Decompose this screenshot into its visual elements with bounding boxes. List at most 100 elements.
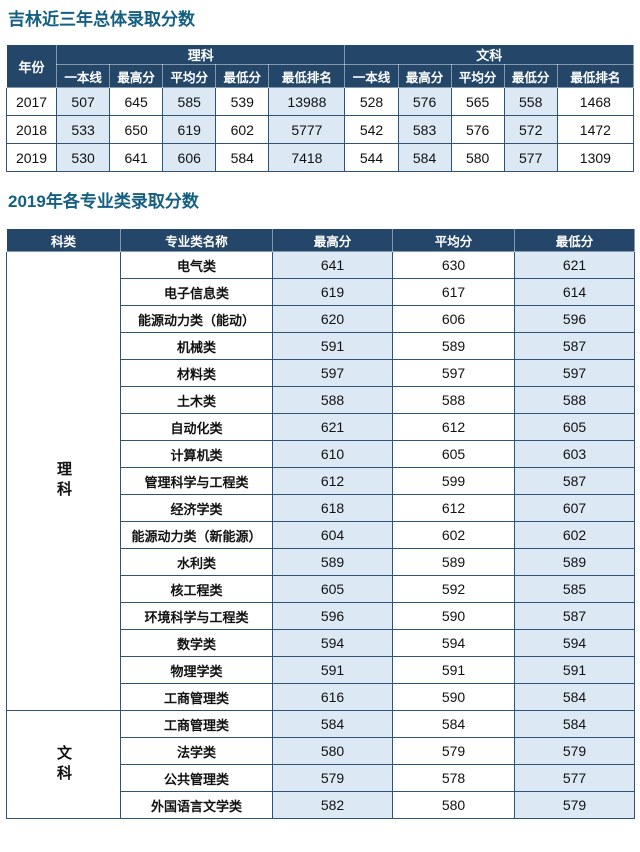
science-section-header: 理科 xyxy=(56,44,346,65)
avg-score-cell: 589 xyxy=(392,332,515,360)
min-score-cell: 621 xyxy=(514,251,635,279)
avg-score-cell: 612 xyxy=(392,494,515,522)
major-name-cell: 法学类 xyxy=(120,737,273,765)
major-name-cell: 材料类 xyxy=(120,359,273,387)
major-name-cell: 核工程类 xyxy=(120,575,273,603)
max-score-cell: 589 xyxy=(272,548,393,576)
avg-score-cell: 606 xyxy=(392,305,515,333)
avg-score-cell: 590 xyxy=(392,683,515,711)
category-label: 文科 xyxy=(55,744,72,785)
arts-section-header: 文科 xyxy=(344,44,634,65)
major-name-cell: 土木类 xyxy=(120,386,273,414)
major-name-cell: 经济学类 xyxy=(120,494,273,522)
major-name-cell: 电气类 xyxy=(120,251,273,279)
major-scores-title: 2019年各专业类录取分数 xyxy=(8,192,199,211)
major-name-cell: 自动化类 xyxy=(120,413,273,441)
score-cell: 1472 xyxy=(556,115,635,144)
avg-score-cell: 599 xyxy=(392,467,515,495)
major-name-cell: 公共管理类 xyxy=(120,764,273,792)
min-score-cell: 584 xyxy=(514,710,635,738)
max-score-cell: 604 xyxy=(272,521,393,549)
max-score-cell: 591 xyxy=(272,656,393,684)
major-table-row: 外国语言文学类 582 580 579 xyxy=(7,791,635,819)
avg-score-cell: 580 xyxy=(392,791,515,819)
max-score-cell: 621 xyxy=(272,413,393,441)
max-score-cell: 580 xyxy=(272,737,393,765)
score-cell: 583 xyxy=(397,115,452,144)
min-score-cell: 585 xyxy=(514,575,635,603)
max-score-cell: 579 xyxy=(272,764,393,792)
max-score-cell: 596 xyxy=(272,602,393,630)
overall-table-body: 2017 507 645 585 539 13988 528 576 565 558 1468 201… xyxy=(5,87,635,172)
year-cell: 2019 xyxy=(5,143,58,172)
score-cell: 533 xyxy=(56,115,111,144)
major-name-cell: 能源动力类（新能源） xyxy=(120,521,273,549)
score-cell: 580 xyxy=(450,143,505,172)
max-score-cell: 618 xyxy=(272,494,393,522)
min-score-header: 最低分 xyxy=(514,228,635,252)
score-cell: 584 xyxy=(397,143,452,172)
score-cell: 577 xyxy=(503,143,558,172)
score-cell: 576 xyxy=(450,115,505,144)
score-cell: 542 xyxy=(344,115,399,144)
major-table-row: 能源动力类（能动） 620 606 596 xyxy=(7,305,635,333)
category-header: 科类 xyxy=(6,228,121,252)
major-score-table: 科类 专业类名称 最高分 平均分 最低分 理科 电气类 641 630 621 电子信息类… xyxy=(6,228,635,819)
overall-header-row-2: 一本线 最高分 平均分 最低分 最低排名 一本线 最高分 平均分 最低分 最低排… xyxy=(7,64,635,88)
min-score-cell: 603 xyxy=(514,440,635,468)
category-label: 理科 xyxy=(55,461,72,501)
major-table-row: 法学类 580 579 579 xyxy=(7,737,635,765)
overall-table-row: 2018 533 650 619 602 5777 542 583 576 572 1472 xyxy=(5,115,635,144)
major-name-cell: 管理科学与工程类 xyxy=(120,467,273,495)
avg-score-cell: 605 xyxy=(392,440,515,468)
avg-score-cell: 617 xyxy=(392,278,515,306)
score-cell: 7418 xyxy=(268,143,346,172)
major-table-row: 数学类 594 594 594 xyxy=(7,629,635,657)
major-name-cell: 工商管理类 xyxy=(120,710,273,738)
max-score-cell: 588 xyxy=(272,386,393,414)
min-score-cell: 614 xyxy=(514,278,635,306)
sci-max-header: 最高分 xyxy=(109,64,164,88)
min-score-cell: 594 xyxy=(514,629,635,657)
overall-table-row: 2017 507 645 585 539 13988 528 576 565 558 1468 xyxy=(5,87,635,116)
major-table-row: 计算机类 610 605 603 xyxy=(7,440,635,468)
major-table-row: 文科 工商管理类 584 584 584 xyxy=(6,710,635,819)
category-group-cell: 理科 xyxy=(6,251,121,711)
score-cell: 602 xyxy=(215,115,270,144)
sci-avg-header: 平均分 xyxy=(162,64,217,88)
max-score-header: 最高分 xyxy=(272,228,393,252)
max-score-cell: 582 xyxy=(272,791,393,819)
major-name-cell: 水利类 xyxy=(120,548,273,576)
max-score-cell: 612 xyxy=(272,467,393,495)
score-cell: 544 xyxy=(344,143,399,172)
avg-score-cell: 588 xyxy=(392,386,515,414)
max-score-cell: 619 xyxy=(272,278,393,306)
avg-score-cell: 591 xyxy=(392,656,515,684)
year-cell: 2018 xyxy=(5,115,58,144)
min-score-cell: 588 xyxy=(514,386,635,414)
min-score-cell: 579 xyxy=(514,791,635,819)
major-name-cell: 物理学类 xyxy=(120,656,273,684)
major-table-row: 能源动力类（新能源） 604 602 602 xyxy=(7,521,635,549)
max-score-cell: 641 xyxy=(272,251,393,279)
score-cell: 5777 xyxy=(268,115,346,144)
score-cell: 565 xyxy=(450,87,505,116)
min-score-cell: 607 xyxy=(514,494,635,522)
min-score-cell: 602 xyxy=(514,521,635,549)
arts-rank-header: 最低排名 xyxy=(556,64,635,88)
sci-rank-header: 最低排名 xyxy=(268,64,346,88)
major-name-cell: 机械类 xyxy=(120,332,273,360)
score-cell: 619 xyxy=(162,115,217,144)
max-score-cell: 616 xyxy=(272,683,393,711)
score-cell: 1468 xyxy=(556,87,635,116)
avg-score-cell: 612 xyxy=(392,413,515,441)
score-cell: 1309 xyxy=(556,143,635,172)
score-cell: 584 xyxy=(215,143,270,172)
page: 吉林近三年总体录取分数 年份 理科 文科 一本线 最高分 平均分 最低分 最低排… xyxy=(5,10,635,819)
score-cell: 645 xyxy=(109,87,164,116)
score-cell: 641 xyxy=(109,143,164,172)
min-score-cell: 587 xyxy=(514,332,635,360)
arts-max-header: 最高分 xyxy=(397,64,452,88)
major-name-cell: 计算机类 xyxy=(120,440,273,468)
score-cell: 507 xyxy=(56,87,111,116)
